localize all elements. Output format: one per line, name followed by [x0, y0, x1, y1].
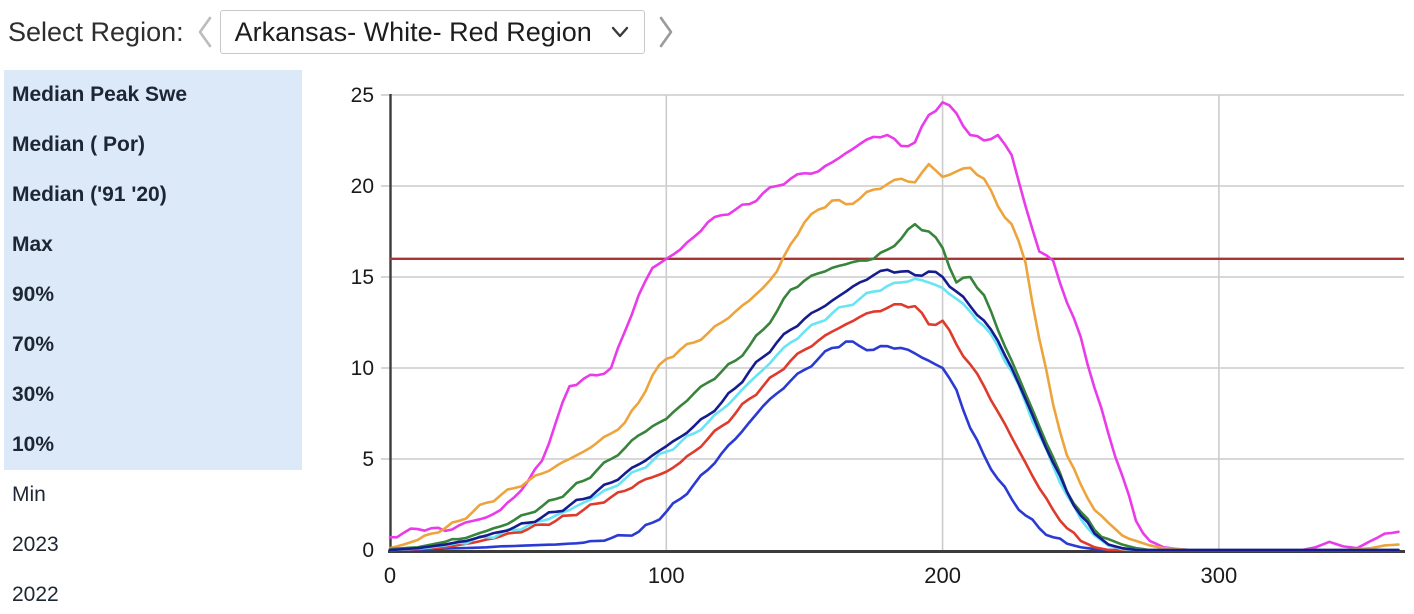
series-90 [388, 162, 1400, 552]
chevron-right-icon [657, 15, 675, 49]
y-axis-tick-label: 25 [351, 84, 374, 107]
region-selector-bar: Select Region: Arkansas- White- Red Regi… [8, 8, 679, 56]
legend-item-median-por[interactable]: Median ( Por) [4, 120, 302, 170]
series-30 [388, 302, 1400, 552]
y-axis-tick-label: 10 [351, 357, 374, 380]
series-median-91-20 [388, 268, 1400, 552]
series-median-por [388, 277, 1400, 552]
y-axis-tick-label: 15 [351, 266, 374, 289]
legend-item-max[interactable]: Max [4, 220, 302, 270]
legend-item-10[interactable]: 10% [4, 420, 302, 470]
x-axis-tick-label: 0 [384, 563, 396, 588]
previous-region-button[interactable] [192, 11, 218, 53]
y-axis-tick-label: 5 [362, 448, 374, 471]
legend-item-30[interactable]: 30% [4, 370, 302, 420]
chevron-left-icon [196, 15, 214, 49]
legend-item-2022[interactable]: 2022 [4, 570, 302, 614]
y-axis-tick-label: 20 [351, 175, 374, 198]
legend-item-2023[interactable]: 2023 [4, 520, 302, 570]
chart-legend: Median Peak Swe Median ( Por) Median ('91 … [4, 70, 302, 614]
legend-item-median-91-20[interactable]: Median ('91 '20) [4, 170, 302, 220]
legend-item-70[interactable]: 70% [4, 320, 302, 370]
region-select[interactable]: Arkansas- White- Red Region [219, 10, 645, 54]
next-region-button[interactable] [653, 11, 679, 53]
chevron-down-icon [610, 25, 630, 39]
series-max [388, 100, 1400, 552]
y-axis-tick-label: 0 [362, 539, 374, 562]
legend-item-min[interactable]: Min [4, 470, 302, 520]
legend-item-median-peak-swe[interactable]: Median Peak Swe [4, 70, 302, 120]
x-axis-tick-label: 100 [648, 563, 685, 588]
x-axis-tick-label: 200 [924, 563, 961, 588]
region-select-value: Arkansas- White- Red Region [234, 16, 592, 47]
select-region-label: Select Region: [8, 16, 184, 47]
legend-item-90[interactable]: 90% [4, 270, 302, 320]
x-axis-tick-label: 300 [1201, 563, 1238, 588]
